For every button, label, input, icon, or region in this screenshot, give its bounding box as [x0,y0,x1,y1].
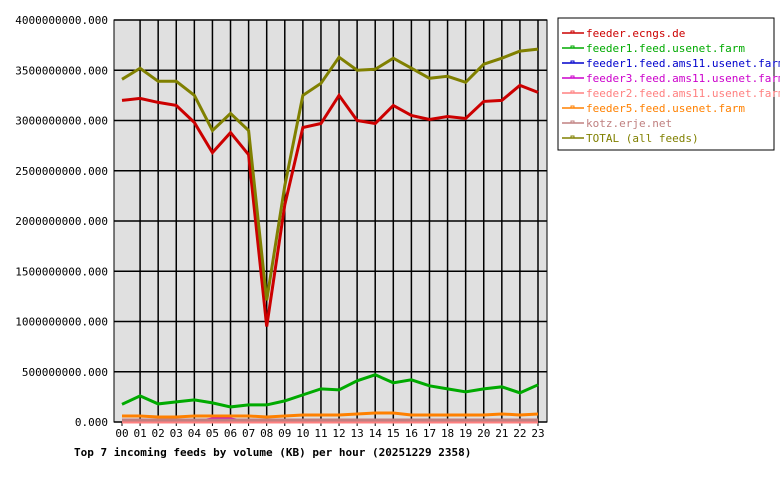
x-axis: 00 01 02 03 04 05 06 07 08 09 10 11 12 13 14 15 16 17 18 19… [115,422,545,440]
x-tick-label: 04 [188,427,202,440]
x-tick-label: 19 [459,427,472,440]
x-tick-label: 00 [115,427,128,440]
x-tick-label: 10 [296,427,309,440]
legend-label: feeder1.feed.usenet.farm [586,42,745,55]
y-tick-label: 500000000.000 [22,366,108,379]
x-tick-label: 07 [242,427,255,440]
legend-marker [570,135,575,139]
legend-marker [570,45,575,49]
x-tick-label: 22 [513,427,526,440]
y-tick-label: 1000000000.000 [15,316,108,329]
legend-label: kotz.erje.net [586,117,672,130]
chart-title: Top 7 incoming feeds by volume (KB) per … [74,446,471,459]
x-tick-label: 17 [423,427,436,440]
x-tick-label: 23 [531,427,544,440]
legend-label: TOTAL (all feeds) [586,132,699,145]
legend-label: feeder.ecngs.de [586,27,685,40]
x-tick-label: 08 [260,427,273,440]
legend-label: feeder3.feed.ams11.usenet.farm [586,72,780,85]
x-tick-label: 13 [351,427,364,440]
x-tick-label: 11 [314,427,327,440]
series-line-feeder-ecngs-de [121,83,539,327]
x-tick-label: 06 [224,427,237,440]
series-line-total-all-feeds- [121,47,539,301]
legend-marker [570,75,575,79]
y-tick-label: 3000000000.000 [15,115,108,128]
y-axis: 0.000 500000000.000 1000000000.000 15000000… [15,14,108,429]
legend: feeder.ecngs.de feeder1.feed.usenet.farm f… [562,27,780,145]
legend-label: feeder1.feed.ams11.usenet.farm [586,57,780,70]
x-tick-label: 03 [170,427,183,440]
series-line-feeder1-feed-usenet-farm [121,373,539,409]
x-tick-label: 21 [495,427,508,440]
y-tick-label: 0.000 [75,416,108,429]
legend-box [557,17,775,151]
series-line-feeder5-feed-usenet-farm [122,411,539,419]
legend-marker [570,90,575,94]
x-tick-label: 05 [206,427,219,440]
x-tick-label: 18 [441,427,454,440]
x-tick-label: 01 [133,427,146,440]
y-tick-label: 3500000000.000 [15,64,108,77]
legend-label: feeder2.feed.ams11.usenet.farm [586,87,780,100]
series-lines [121,47,539,424]
y-tick-label: 2000000000.000 [15,215,108,228]
legend-marker [570,120,575,124]
legend-marker [570,30,575,34]
y-tick-label: 2500000000.000 [15,165,108,178]
x-tick-label: 16 [405,427,418,440]
legend-marker [570,105,575,109]
legend-label: feeder5.feed.usenet.farm [586,102,745,115]
x-tick-label: 15 [387,427,400,440]
x-tick-label: 09 [278,427,291,440]
x-tick-label: 02 [152,427,165,440]
x-tick-label: 12 [332,427,345,440]
legend-marker [570,60,575,64]
x-tick-label: 14 [369,427,383,440]
x-tick-label: 20 [477,427,490,440]
y-tick-label: 4000000000.000 [15,14,108,27]
y-tick-label: 1500000000.000 [15,265,108,278]
